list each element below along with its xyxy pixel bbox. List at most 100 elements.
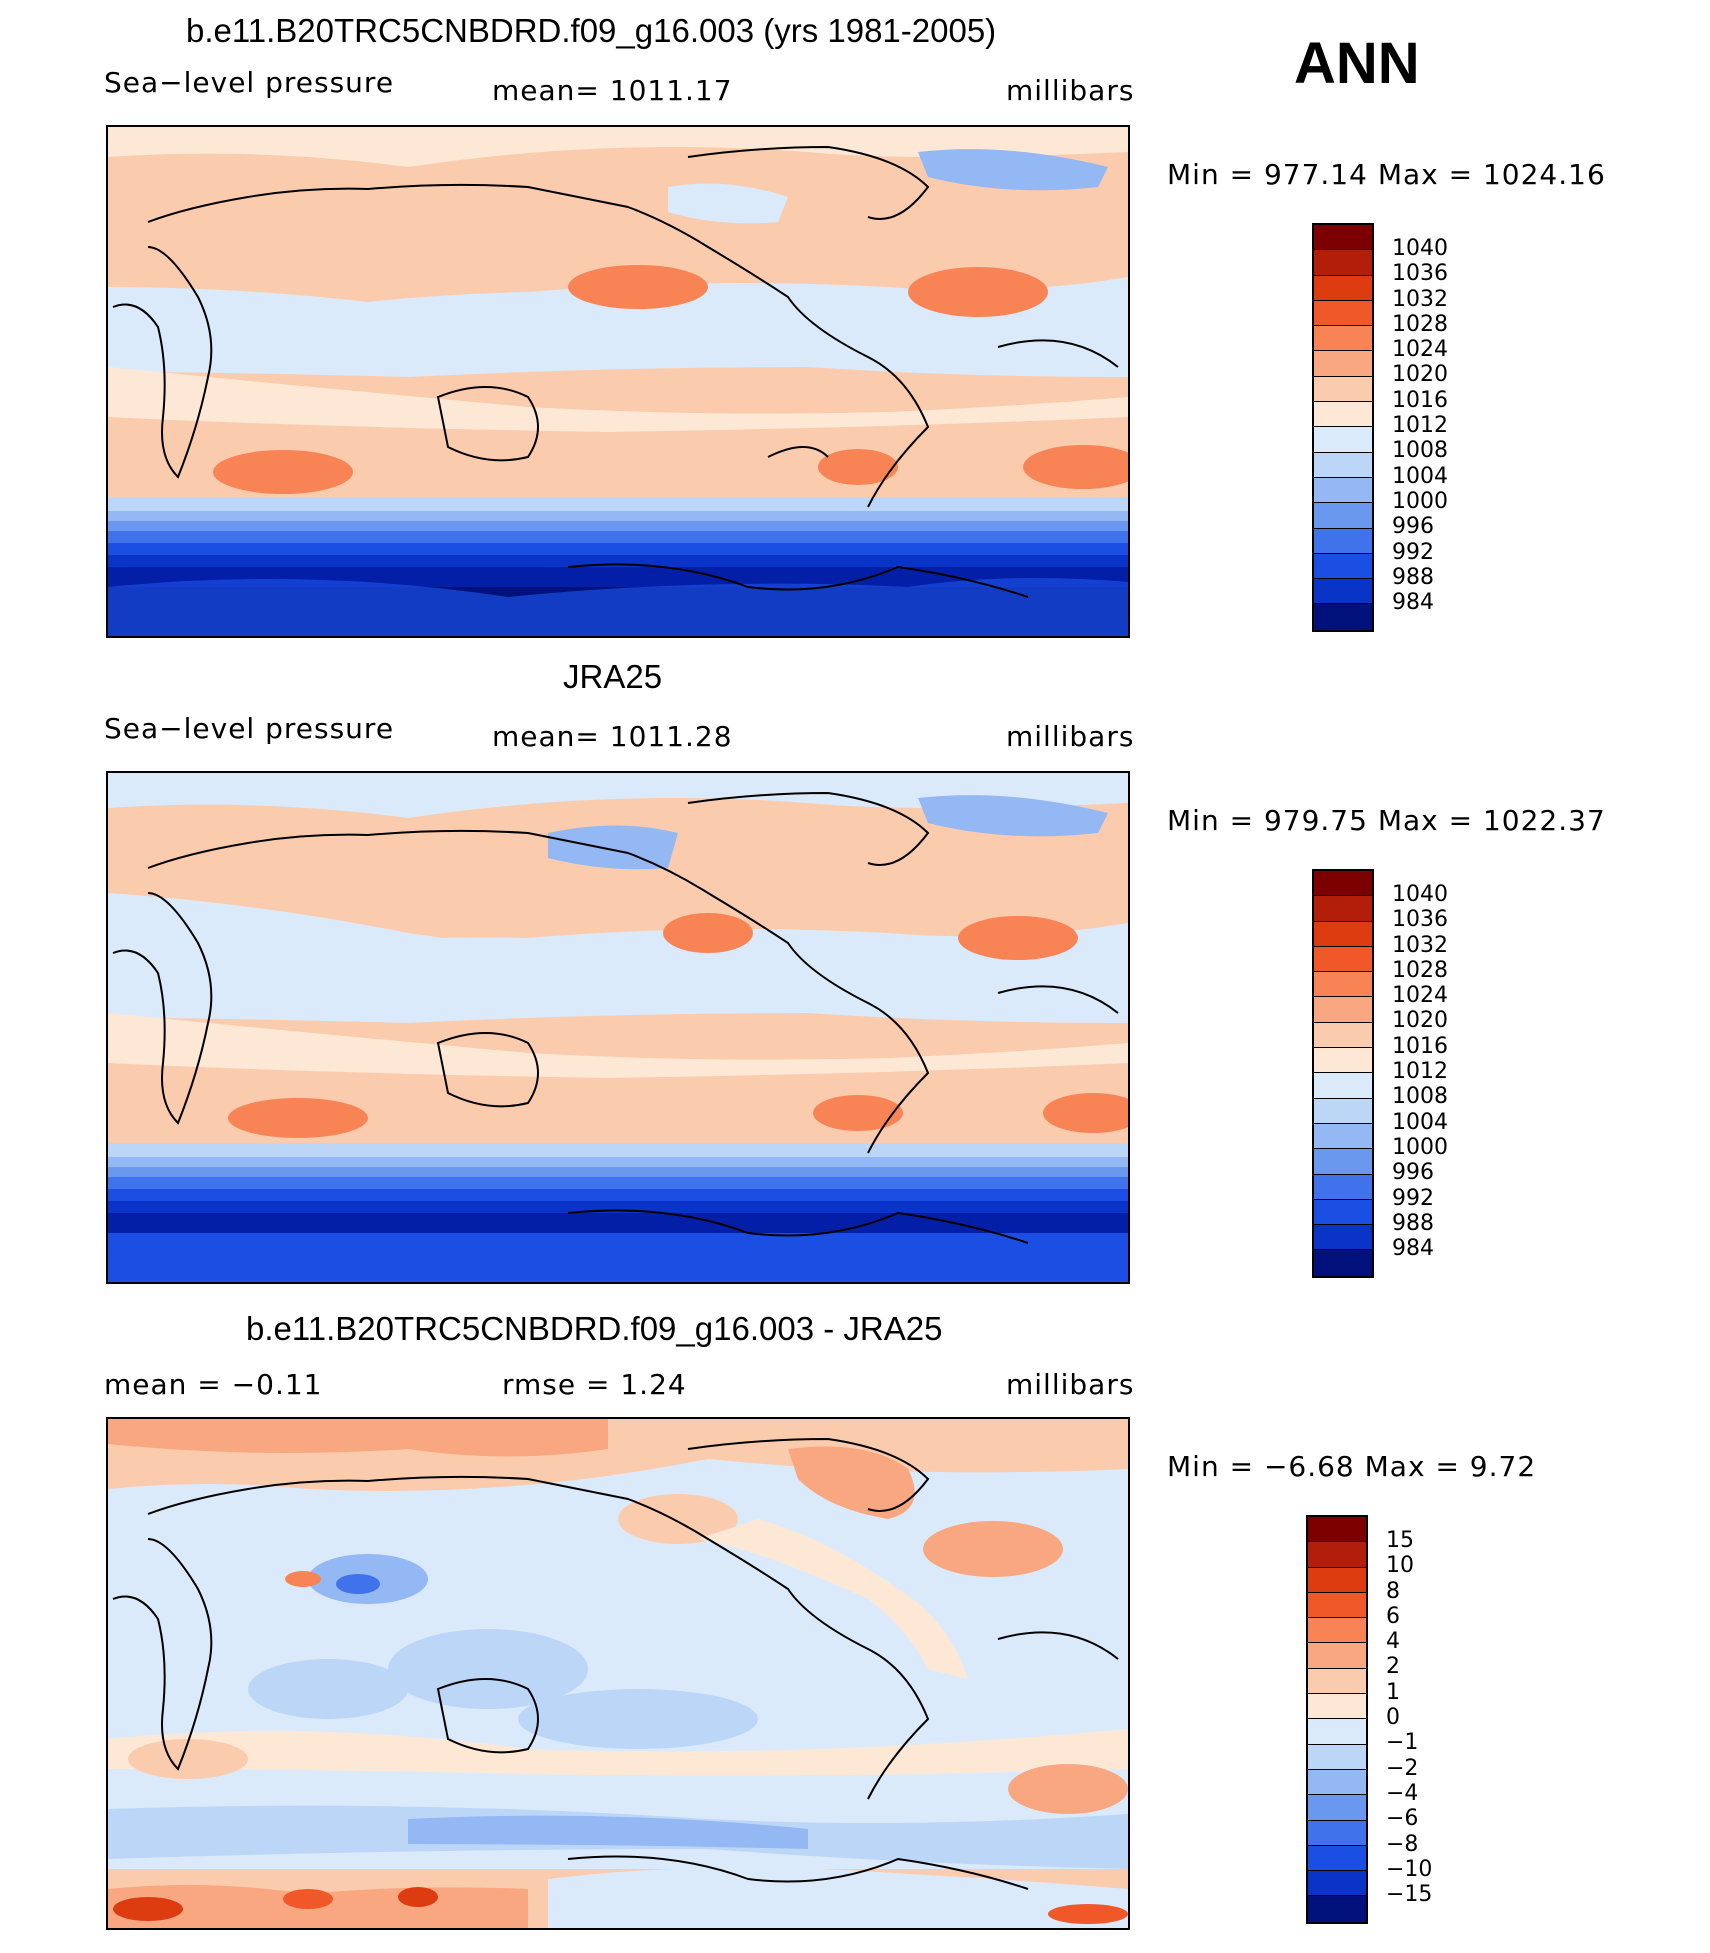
colorbar-tick-label: 1020	[1392, 362, 1448, 388]
colorbar-tick-label: −4	[1386, 1780, 1419, 1806]
colorbar-tick-label: 1032	[1392, 932, 1448, 958]
colorbar-swatch	[1314, 1149, 1372, 1175]
colorbar-tick-label: 1000	[1392, 488, 1448, 514]
colorbar-swatch	[1314, 1199, 1372, 1226]
colorbar-swatch	[1308, 1871, 1366, 1897]
colorbar-tick-label: 1020	[1392, 1008, 1448, 1034]
colorbar-swatch	[1314, 452, 1372, 478]
colorbar-swatch	[1314, 871, 1372, 897]
colorbar-swatch	[1314, 972, 1372, 998]
colorbar-tick-label: 992	[1392, 539, 1434, 565]
panel3-units-label: millibars	[1006, 1368, 1135, 1401]
colorbar-tick-label: 1	[1386, 1679, 1400, 1705]
colorbar-swatch	[1314, 553, 1372, 580]
colorbar-swatch	[1314, 300, 1372, 327]
colorbar-tick-label: −1	[1386, 1730, 1419, 1756]
colorbar-tick-label: 4	[1386, 1629, 1400, 1655]
colorbar-tick-label: 8	[1386, 1578, 1400, 1604]
colorbar-swatch	[1308, 1744, 1366, 1770]
colorbar-swatch	[1314, 604, 1372, 630]
colorbar-swatch	[1308, 1694, 1366, 1720]
colorbar-swatch	[1314, 1048, 1372, 1074]
panel1-colorbar-ticks: 1040 1036 1032 1028 1024 1020 1016 1012 …	[1392, 236, 1448, 615]
colorbar-tick-label: 10	[1386, 1553, 1414, 1579]
colorbar-tick-label: 0	[1386, 1705, 1400, 1731]
colorbar-tick-label: 992	[1392, 1185, 1434, 1211]
colorbar-tick-label: 1004	[1392, 463, 1448, 489]
colorbar-swatch	[1314, 1174, 1372, 1200]
panel2-title: JRA25	[563, 658, 663, 695]
colorbar-tick-label: 1008	[1392, 438, 1448, 464]
colorbar-tick-label: 1012	[1392, 413, 1448, 439]
colorbar-tick-label: −6	[1386, 1806, 1419, 1832]
colorbar-swatch	[1314, 921, 1372, 947]
colorbar-swatch	[1308, 1643, 1366, 1669]
colorbar-tick-label: 1004	[1392, 1109, 1448, 1135]
colorbar-tick-label: 1000	[1392, 1134, 1448, 1160]
colorbar-tick-label: 1036	[1392, 907, 1448, 933]
panel2-map	[106, 771, 1130, 1284]
colorbar-tick-label: 1016	[1392, 1033, 1448, 1059]
colorbar-swatch	[1308, 1517, 1366, 1543]
colorbar-tick-label: 996	[1392, 514, 1434, 540]
colorbar-swatch	[1314, 275, 1372, 301]
colorbar-swatch	[1314, 997, 1372, 1023]
colorbar-swatch	[1314, 503, 1372, 529]
panel1-variable-label: Sea−level pressure	[104, 66, 395, 99]
panel1-title: b.e11.B20TRC5CNBDRD.f09_g16.003 (yrs 198…	[186, 12, 997, 49]
colorbar-swatch	[1314, 896, 1372, 922]
colorbar-tick-label: 1008	[1392, 1084, 1448, 1110]
colorbar-swatch	[1308, 1820, 1366, 1846]
colorbar-swatch	[1314, 351, 1372, 377]
colorbar-swatch	[1314, 326, 1372, 352]
colorbar-tick-label: 1028	[1392, 311, 1448, 337]
colorbar-swatch	[1314, 1250, 1372, 1276]
colorbar-swatch	[1314, 579, 1372, 605]
panel2-units-label: millibars	[1006, 720, 1135, 753]
colorbar-tick-label: 6	[1386, 1603, 1400, 1629]
panel2-mean-label: mean= 1011.28	[492, 720, 733, 753]
panel2-colorbar-ticks: 1040 1036 1032 1028 1024 1020 1016 1012 …	[1392, 882, 1448, 1261]
panel3-colorbar	[1306, 1515, 1368, 1924]
panel1-units-label: millibars	[1006, 74, 1135, 107]
panel3-minmax-label: Min = −6.68 Max = 9.72	[1167, 1450, 1537, 1483]
colorbar-swatch	[1308, 1769, 1366, 1796]
colorbar-tick-label: 1040	[1392, 236, 1448, 261]
panel2-minmax-label: Min = 979.75 Max = 1022.37	[1167, 804, 1606, 837]
colorbar-tick-label: 988	[1392, 564, 1434, 590]
colorbar-tick-label: 1024	[1392, 983, 1448, 1009]
colorbar-tick-label: 1028	[1392, 957, 1448, 983]
colorbar-swatch	[1314, 1123, 1372, 1150]
colorbar-swatch	[1314, 1098, 1372, 1124]
panel3-map	[106, 1417, 1130, 1930]
colorbar-swatch	[1308, 1567, 1366, 1593]
colorbar-swatch	[1314, 250, 1372, 276]
colorbar-tick-label: 1036	[1392, 261, 1448, 287]
colorbar-swatch	[1308, 1896, 1366, 1922]
colorbar-swatch	[1314, 225, 1372, 251]
colorbar-swatch	[1308, 1795, 1366, 1821]
colorbar-swatch	[1314, 376, 1372, 403]
colorbar-tick-label: 1012	[1392, 1059, 1448, 1085]
panel1-minmax-label: Min = 977.14 Max = 1024.16	[1167, 158, 1606, 191]
colorbar-tick-label: 2	[1386, 1654, 1400, 1680]
colorbar-swatch	[1314, 1022, 1372, 1049]
colorbar-tick-label: −15	[1386, 1882, 1433, 1908]
colorbar-swatch	[1314, 427, 1372, 453]
colorbar-tick-label: −10	[1386, 1856, 1433, 1882]
colorbar-swatch	[1308, 1845, 1366, 1872]
colorbar-swatch	[1314, 946, 1372, 973]
colorbar-tick-label: 15	[1386, 1528, 1414, 1553]
colorbar-swatch	[1308, 1542, 1366, 1568]
panel3-title: b.e11.B20TRC5CNBDRD.f09_g16.003 - JRA25	[246, 1310, 943, 1347]
panel1-colorbar	[1312, 223, 1374, 632]
panel3-mean-label: mean = −0.11	[104, 1368, 323, 1401]
colorbar-swatch	[1314, 477, 1372, 504]
colorbar-tick-label: 1024	[1392, 337, 1448, 363]
colorbar-swatch	[1308, 1592, 1366, 1619]
colorbar-tick-label: 984	[1392, 590, 1434, 616]
colorbar-tick-label: 1040	[1392, 882, 1448, 907]
colorbar-tick-label: −2	[1386, 1755, 1419, 1781]
panel1-mean-label: mean= 1011.17	[492, 74, 733, 107]
colorbar-tick-label: 996	[1392, 1160, 1434, 1186]
